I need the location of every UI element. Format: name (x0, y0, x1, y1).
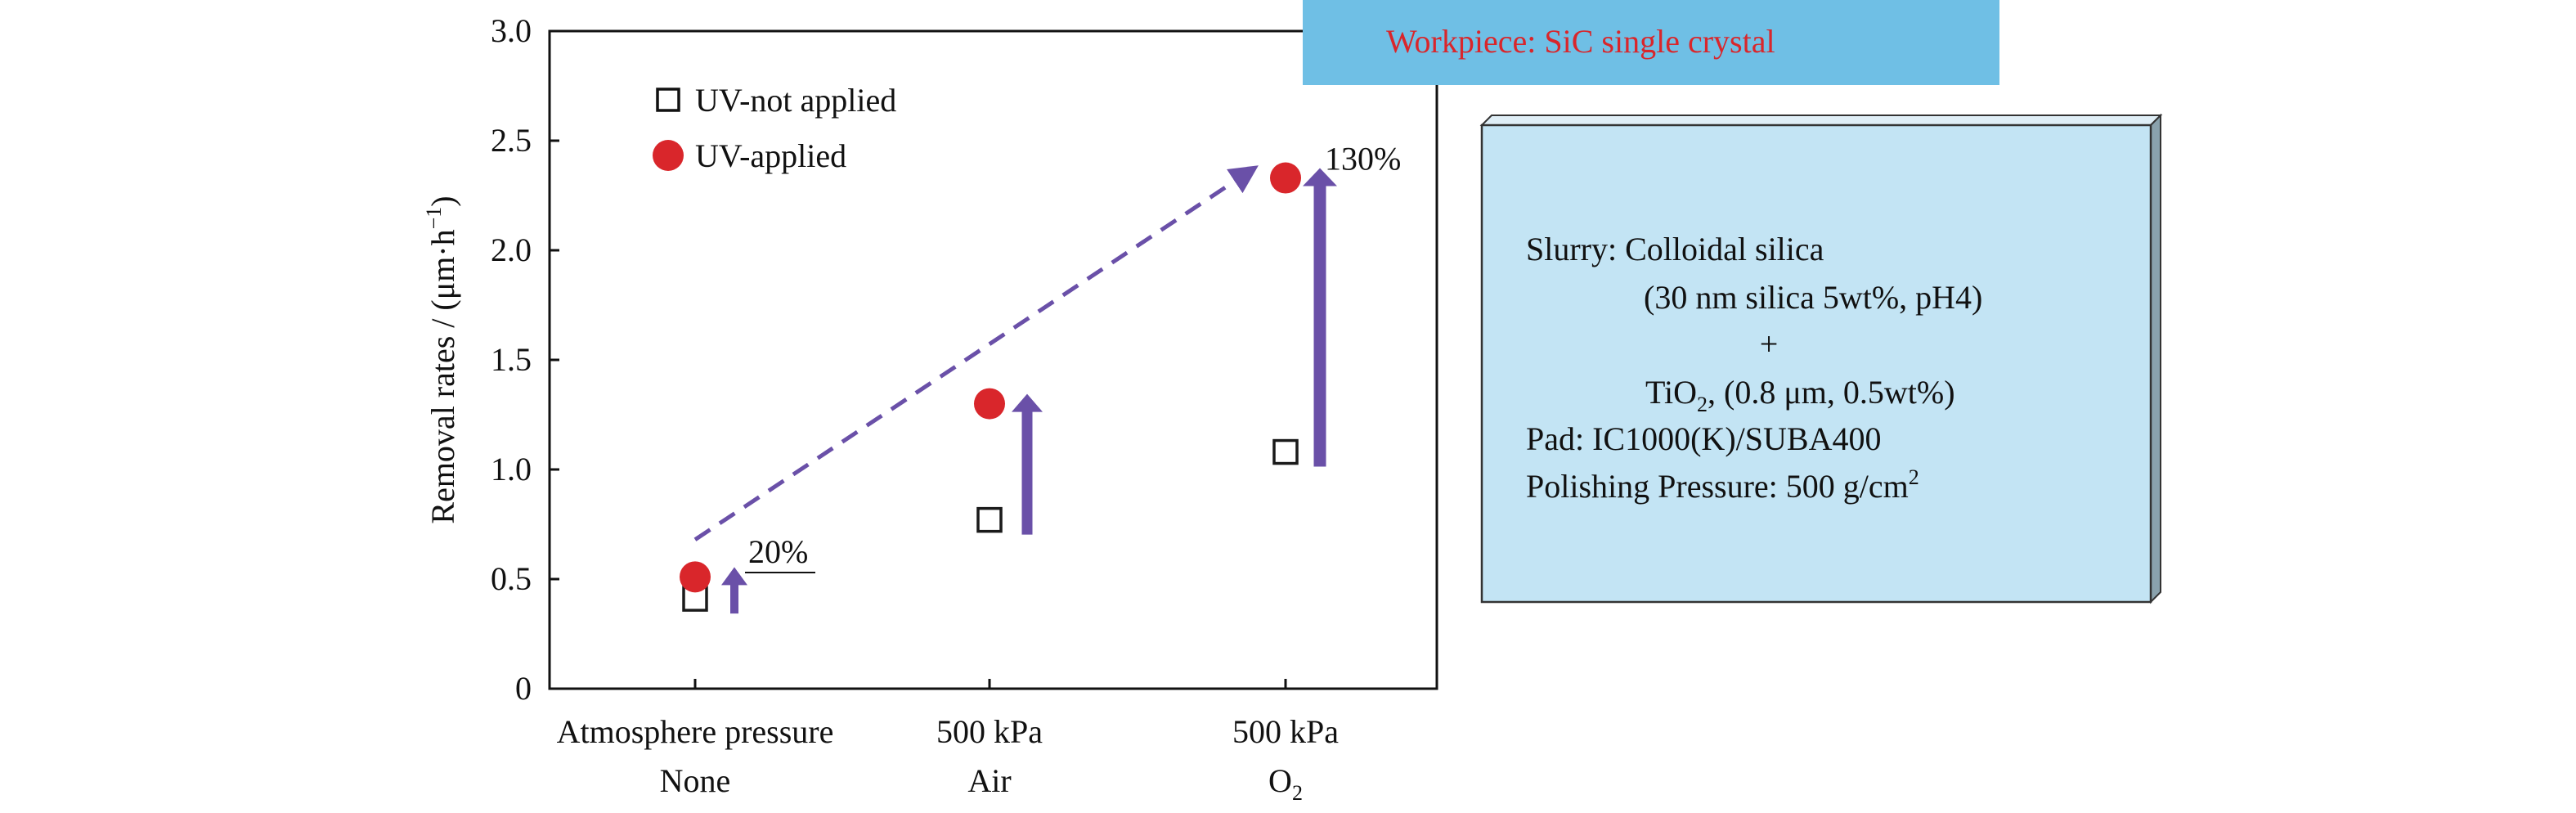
x-tick-label: None (660, 762, 731, 799)
condition-line-tio2: TiO2, (0.8 μm, 0.5wt%) (1645, 374, 1955, 416)
workpiece-banner-bg (1303, 0, 1999, 85)
x-axis: Atmosphere pressure None 500 kPa Air 500 kPa… (557, 679, 1339, 805)
condition-line-pad: Pad: IC1000(K)/SUBA400 (1526, 420, 1881, 457)
condition-line-slurry: Slurry: Colloidal silica (1526, 231, 1824, 267)
y-tick-label: 1.0 (491, 451, 532, 487)
trend-arrow (693, 165, 1259, 541)
trend-arrow-layer (693, 165, 1259, 541)
y-tick-label: 1.5 (491, 341, 532, 378)
condition-line-pressure: Polishing Pressure: 500 g/cm2 (1526, 465, 1919, 505)
workpiece-banner-text: Workpiece: SiC single crystal (1386, 23, 1775, 60)
x-tick-label: O2 (1268, 762, 1303, 805)
y-axis-label: Removal rates / (μm·h−1) (422, 195, 461, 523)
annotation-label: 130% (1325, 141, 1401, 177)
data-point-uv-applied (680, 561, 711, 593)
y-axis: 0 0.5 1.0 1.5 2.0 2.5 3.0 (491, 12, 559, 707)
workpiece-banner: Workpiece: SiC single crystal (1303, 0, 1999, 85)
conditions-box-top-face (1479, 115, 2163, 126)
x-tick-label: Atmosphere pressure (557, 713, 834, 750)
x-tick-label: 500 kPa (936, 713, 1043, 750)
increase-arrow (1012, 393, 1043, 535)
y-tick-label: 0 (515, 670, 532, 707)
legend-marker-circle (653, 140, 684, 171)
annotation-label: 20% (748, 533, 808, 570)
x-tick-label: 500 kPa (1232, 713, 1339, 750)
legend-marker-square (656, 88, 680, 112)
conditions-box: Slurry: Colloidal silica (30 nm silica 5… (1479, 113, 2163, 604)
y-tick-label: 2.0 (491, 231, 532, 268)
condition-line-silica: (30 nm silica 5wt%, pH4) (1644, 279, 1982, 316)
legend-label-uv-not-applied: UV-not applied (695, 82, 896, 119)
x-tick-label: Air (967, 762, 1011, 799)
increase-arrow (721, 567, 747, 614)
legend-label-uv-applied: UV-applied (695, 137, 846, 174)
conditions-box-face (1480, 124, 2152, 604)
y-tick-label: 0.5 (491, 560, 532, 597)
data-point-uv-applied (974, 388, 1005, 420)
data-point-uv-not-applied (976, 506, 1003, 533)
data-point-uv-not-applied (1272, 438, 1299, 465)
data-point-uv-applied (1270, 162, 1301, 194)
legend: UV-not applied UV-applied (653, 82, 896, 174)
annotations: 20% 130% (745, 141, 1401, 573)
y-tick-label: 2.5 (491, 122, 532, 159)
increase-arrow (1303, 168, 1337, 467)
y-tick-label: 3.0 (491, 12, 532, 49)
increase-arrows (721, 168, 1337, 614)
data-points (680, 162, 1301, 612)
condition-line-plus: + (1760, 326, 1779, 362)
conditions-box-side-face (2150, 113, 2161, 604)
